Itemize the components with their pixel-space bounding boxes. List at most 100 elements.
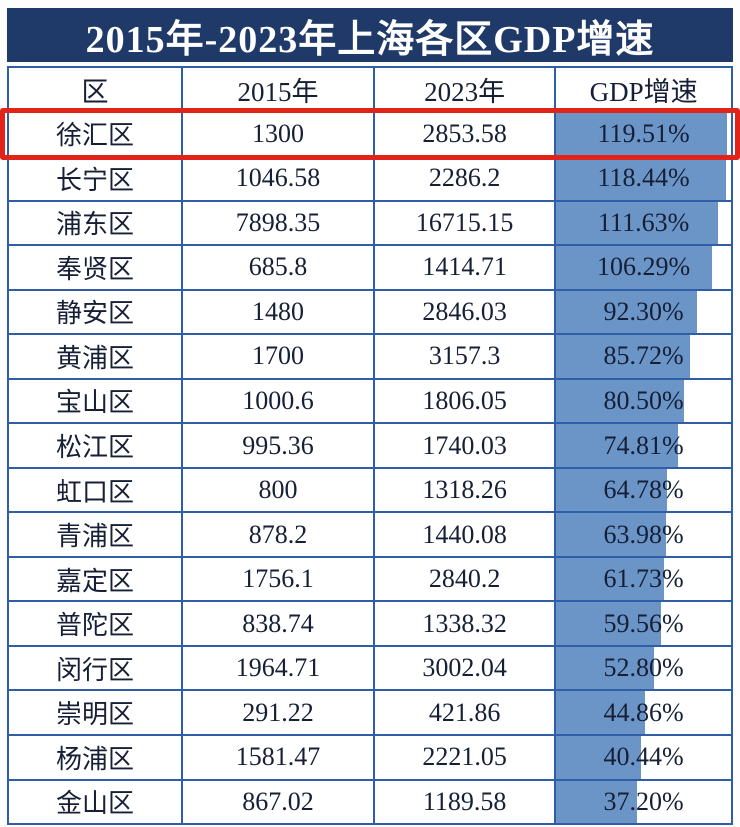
growth-databar — [556, 646, 655, 690]
value-2015-cell: 867.02 — [183, 780, 376, 824]
value-2023-cell: 1414.71 — [375, 246, 557, 289]
growth-label: 85.72% — [603, 341, 684, 371]
value-2023-cell: 2853.58 — [375, 112, 557, 156]
growth-databar — [556, 112, 727, 156]
value-2015-cell: 1000.6 — [183, 379, 376, 423]
value-2023-cell: 1338.32 — [375, 602, 557, 645]
growth-databar — [556, 691, 646, 734]
value-2015-cell: 878.2 — [183, 513, 376, 556]
value-2023-cell: 1806.05 — [375, 379, 557, 423]
value-2015-cell: 7898.35 — [183, 201, 376, 245]
growth-label: 118.44% — [597, 163, 690, 193]
table-row: 静安区 1480 2846.03 92.30% — [9, 290, 731, 336]
table-row-highlighted: 徐汇区 1300 2853.58 119.51% — [0, 107, 740, 160]
growth-cell: 40.44% — [556, 735, 731, 779]
value-2023-cell: 1440.08 — [375, 513, 557, 556]
district-cell: 普陀区 — [9, 602, 183, 645]
district-cell: 徐汇区 — [9, 112, 183, 156]
growth-label: 37.20% — [603, 786, 684, 816]
district-cell: 静安区 — [9, 290, 183, 334]
growth-label: 92.30% — [603, 296, 684, 326]
growth-label: 74.81% — [603, 430, 684, 460]
column-header: 2015年 — [183, 68, 376, 111]
table-row: 青浦区 878.2 1440.08 63.98% — [9, 513, 731, 558]
district-cell: 长宁区 — [9, 157, 183, 200]
column-header: 2023年 — [375, 68, 557, 111]
district-cell: 浦东区 — [9, 201, 183, 245]
value-2023-cell: 421.86 — [375, 691, 557, 734]
growth-cell: 61.73% — [556, 557, 731, 601]
growth-cell: 37.20% — [556, 780, 731, 824]
table-header-row: 区 2015年 2023年 GDP增速 — [9, 68, 731, 113]
table-row: 宝山区 1000.6 1806.05 80.50% — [9, 379, 731, 425]
growth-label: 64.78% — [603, 475, 684, 505]
growth-cell: 111.63% — [556, 201, 731, 245]
value-2015-cell: 800 — [183, 468, 376, 512]
district-cell: 宝山区 — [9, 379, 183, 423]
value-2023-cell: 3002.04 — [375, 646, 557, 690]
district-cell: 松江区 — [9, 424, 183, 467]
growth-cell: 119.51% — [556, 112, 731, 156]
district-cell: 青浦区 — [9, 513, 183, 556]
growth-databar — [556, 157, 726, 200]
value-2023-cell: 2846.03 — [375, 290, 557, 334]
district-cell: 金山区 — [9, 780, 183, 824]
growth-label: 80.50% — [603, 385, 684, 415]
table-title-bar: 2015年-2023年上海各区GDP增速 — [7, 8, 733, 62]
table-row: 松江区 995.36 1740.03 74.81% — [9, 424, 731, 469]
value-2015-cell: 1480 — [183, 290, 376, 334]
growth-databar — [556, 424, 679, 467]
district-cell: 奉贤区 — [9, 246, 183, 289]
table-row: 黄浦区 1700 3157.3 85.72% — [9, 335, 731, 380]
growth-label: 61.73% — [603, 564, 684, 594]
district-cell: 嘉定区 — [9, 557, 183, 601]
growth-databar — [556, 290, 698, 334]
growth-databar — [556, 602, 662, 645]
value-2023-cell: 16715.15 — [375, 201, 557, 245]
growth-databar — [556, 335, 691, 378]
table-row: 普陀区 838.74 1338.32 59.56% — [9, 602, 731, 647]
table-row: 杨浦区 1581.47 2221.05 40.44% — [9, 735, 731, 781]
growth-databar — [556, 513, 667, 556]
value-2023-cell: 3157.3 — [375, 335, 557, 378]
table-row: 奉贤区 685.8 1414.71 106.29% — [9, 246, 731, 291]
growth-cell: 52.80% — [556, 646, 731, 690]
district-cell: 闵行区 — [9, 646, 183, 690]
value-2015-cell: 1964.71 — [183, 646, 376, 690]
growth-label: 44.86% — [603, 697, 684, 727]
growth-label: 40.44% — [603, 742, 684, 772]
district-cell: 崇明区 — [9, 691, 183, 734]
value-2023-cell: 1318.26 — [375, 468, 557, 512]
growth-cell: 64.78% — [556, 468, 731, 512]
growth-databar — [556, 246, 713, 289]
growth-label: 106.29% — [597, 252, 691, 282]
table-row: 浦东区 7898.35 16715.15 111.63% — [9, 201, 731, 247]
growth-databar — [556, 468, 668, 512]
district-cell: 黄浦区 — [9, 335, 183, 378]
growth-cell: 59.56% — [556, 602, 731, 645]
growth-cell: 85.72% — [556, 335, 731, 378]
district-cell: 杨浦区 — [9, 735, 183, 779]
page-title: 2015年-2023年上海各区GDP增速 — [85, 18, 655, 61]
value-2015-cell: 291.22 — [183, 691, 376, 734]
growth-cell: 106.29% — [556, 246, 731, 289]
table-row: 虹口区 800 1318.26 64.78% — [9, 468, 731, 514]
table-row: 嘉定区 1756.1 2840.2 61.73% — [9, 557, 731, 603]
value-2023-cell: 2221.05 — [375, 735, 557, 779]
growth-label: 52.80% — [603, 653, 684, 683]
growth-databar — [556, 379, 685, 423]
value-2023-cell: 2840.2 — [375, 557, 557, 601]
gdp-table: 区 2015年 2023年 GDP增速 徐汇区 1300 2853.58 119.51% 长宁区… — [0, 66, 740, 825]
growth-cell: 92.30% — [556, 290, 731, 334]
value-2023-cell: 1189.58 — [375, 780, 557, 824]
table-row: 金山区 867.02 1189.58 37.20% — [9, 780, 731, 824]
growth-label: 111.63% — [598, 207, 690, 237]
table-row: 长宁区 1046.58 2286.2 118.44% — [9, 157, 731, 202]
growth-cell: 63.98% — [556, 513, 731, 556]
value-2015-cell: 1046.58 — [183, 157, 376, 200]
value-2015-cell: 1581.47 — [183, 735, 376, 779]
district-cell: 虹口区 — [9, 468, 183, 512]
value-2015-cell: 1700 — [183, 335, 376, 378]
growth-databar — [556, 557, 664, 601]
